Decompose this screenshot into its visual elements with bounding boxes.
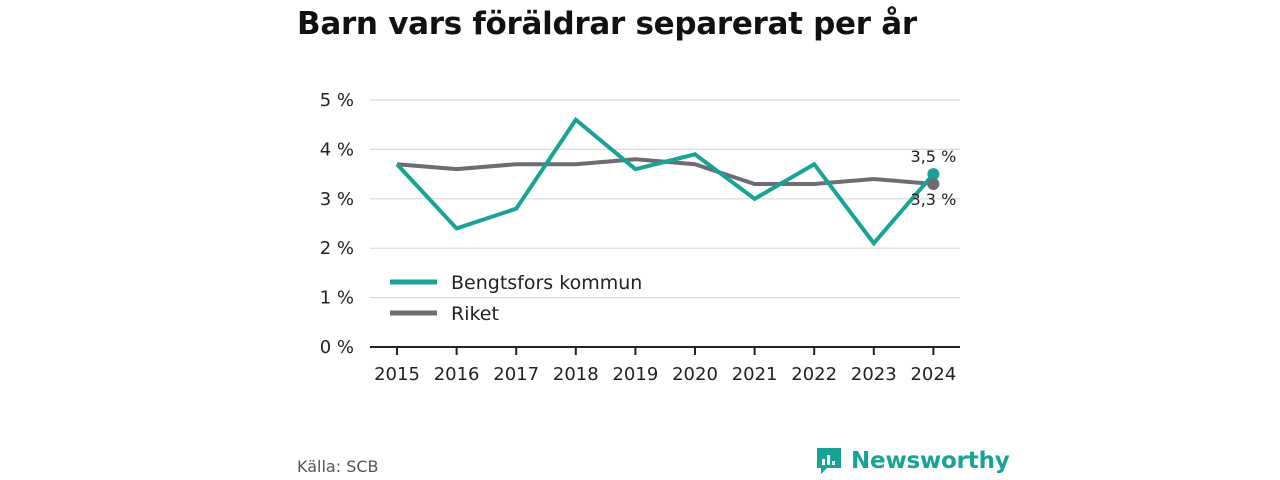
x-tick-label: 2017 (493, 364, 539, 385)
x-tick-label: 2022 (791, 364, 837, 385)
legend-label: Riket (451, 303, 499, 325)
x-tick-label: 2021 (732, 364, 778, 385)
y-tick-label: 4 % (320, 139, 354, 160)
x-tick-label: 2024 (910, 364, 956, 385)
y-axis-ticks: 0 % 1 % 2 % 3 % 4 % 5 % (320, 90, 354, 358)
y-tick-label: 1 % (320, 288, 354, 309)
x-tick-label: 2018 (553, 364, 599, 385)
y-tick-label: 0 % (320, 337, 354, 358)
brand-name: Newsworthy (851, 448, 1010, 474)
series-end-label: 3,5 % (911, 147, 957, 166)
x-tick-label: 2016 (434, 364, 480, 385)
series-line-bengtsfors-kommun (395, 116, 935, 247)
chart-title: Barn vars föräldrar separerat per år (297, 6, 917, 42)
series-end-point (927, 168, 940, 181)
y-tick-label: 3 % (320, 189, 354, 210)
x-tick-label: 2019 (612, 364, 658, 385)
gridlines (370, 99, 960, 299)
legend-label: Bengtsfors kommun (451, 272, 642, 294)
y-tick-label: 5 % (320, 90, 354, 111)
source-note: Källa: SCB (297, 457, 379, 476)
x-axis: 2015 2016 2017 2018 2019 2020 2021 2022 2023 2024 (370, 346, 960, 385)
x-tick-label: 2015 (374, 364, 420, 385)
series-end-label: 3,3 % (911, 190, 957, 209)
series-end-point (927, 177, 940, 190)
newsworthy-logo-icon (817, 448, 841, 474)
y-tick-label: 2 % (320, 238, 354, 259)
series-lines: 3,5 % 3,3 % (395, 116, 957, 247)
x-tick-label: 2023 (851, 364, 897, 385)
legend: Bengtsfors kommun Riket (390, 272, 642, 325)
newsworthy-logo: Newsworthy (815, 446, 1010, 476)
x-tick-label: 2020 (672, 364, 718, 385)
